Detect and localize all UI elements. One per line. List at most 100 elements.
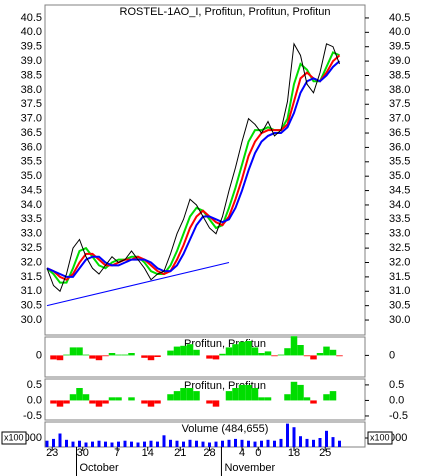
volume-bar bbox=[338, 440, 341, 447]
volume-bar bbox=[221, 440, 224, 447]
osc-bar bbox=[206, 355, 213, 359]
osc-bar bbox=[89, 355, 96, 359]
y-tick-label: 40.0 bbox=[21, 26, 42, 38]
y-tick-label-right: 34.5 bbox=[389, 184, 410, 196]
osc-bar bbox=[225, 391, 233, 401]
y-tick-label-right: 33.5 bbox=[389, 213, 410, 225]
osc-bar bbox=[193, 349, 200, 356]
volume-bar bbox=[195, 440, 198, 447]
panel-title: Volume (484,655) bbox=[182, 423, 269, 435]
y-tick-label-right: 31.5 bbox=[389, 271, 410, 283]
y-tick-label-right: 35.0 bbox=[389, 170, 410, 182]
y-tick-label: -0.5 bbox=[23, 410, 42, 422]
volume-bar bbox=[240, 439, 244, 447]
x-tick-label: 18 bbox=[288, 447, 300, 459]
unit-label-right: x100 bbox=[370, 432, 390, 442]
x-tick-label: 23 bbox=[46, 447, 58, 459]
volume-bar bbox=[104, 441, 107, 447]
volume-bar bbox=[182, 441, 185, 447]
volume-bar bbox=[45, 440, 49, 447]
volume-bar bbox=[214, 441, 218, 447]
volume-bar bbox=[227, 439, 231, 447]
osc-bar bbox=[232, 344, 239, 356]
osc-bar bbox=[108, 353, 116, 356]
osc-bar bbox=[251, 388, 259, 401]
x-tick-label: 30 bbox=[77, 447, 89, 459]
y-tick-label-right: 40.0 bbox=[389, 26, 410, 38]
y-tick-label: 32.5 bbox=[21, 242, 42, 254]
osc-bar bbox=[323, 394, 330, 401]
osc-bar bbox=[108, 397, 116, 401]
volume-bar bbox=[299, 436, 302, 447]
osc-bar bbox=[271, 355, 278, 357]
osc-bar bbox=[167, 350, 174, 356]
osc-bar bbox=[173, 346, 181, 356]
volume-bar bbox=[234, 438, 237, 447]
unit-box bbox=[1, 431, 27, 445]
y-tick-label-right: -0.5 bbox=[389, 410, 408, 422]
y-tick-label: 40.5 bbox=[21, 12, 42, 24]
unit-label: x100 bbox=[4, 432, 24, 442]
volume-bar bbox=[260, 440, 263, 447]
osc-bar bbox=[63, 400, 70, 404]
osc-bar bbox=[69, 347, 77, 356]
x-tick-label: 14 bbox=[142, 447, 154, 459]
volume-bar bbox=[110, 442, 114, 447]
osc-bar bbox=[245, 341, 252, 356]
osc-bar bbox=[180, 388, 187, 401]
series-line bbox=[46, 51, 340, 284]
y-tick-label: 38.0 bbox=[21, 84, 42, 96]
osc-bar bbox=[258, 353, 265, 356]
volume-bar bbox=[253, 441, 257, 447]
osc-bar bbox=[121, 354, 129, 356]
volume-bar bbox=[286, 423, 289, 447]
osc-bar bbox=[95, 400, 103, 407]
osc-bar bbox=[128, 397, 135, 401]
y-tick-label-right: 32.5 bbox=[389, 242, 410, 254]
y-tick-label-right: 40.5 bbox=[389, 12, 410, 24]
osc-bar bbox=[303, 355, 311, 357]
osc-bar bbox=[95, 355, 103, 361]
volume-bar bbox=[97, 440, 101, 447]
y-tick-label-right: 36.5 bbox=[389, 127, 410, 139]
y-tick-label-right: 000 bbox=[389, 432, 407, 444]
volume-bar bbox=[71, 441, 75, 447]
y-tick-label-right: 34.0 bbox=[389, 199, 410, 211]
volume-bar bbox=[84, 442, 88, 447]
osc-bar bbox=[310, 400, 317, 404]
osc-bar bbox=[102, 400, 109, 404]
osc-bar bbox=[329, 391, 337, 401]
volume-bar bbox=[266, 439, 270, 447]
y-tick-label: 35.0 bbox=[21, 170, 42, 182]
volume-bar bbox=[136, 442, 140, 447]
volume-bar bbox=[318, 438, 322, 447]
volume-bar bbox=[169, 439, 172, 447]
volume-bar bbox=[156, 441, 159, 447]
y-tick-label: 36.0 bbox=[21, 141, 42, 153]
y-tick-label: 32.0 bbox=[21, 256, 42, 268]
osc-bar bbox=[173, 391, 181, 401]
osc-bar bbox=[82, 394, 90, 401]
osc-bar bbox=[69, 394, 77, 401]
y-tick-label-right: 37.0 bbox=[389, 113, 410, 125]
osc-bar bbox=[56, 355, 64, 361]
x-tick-label: 0 bbox=[255, 447, 261, 459]
volume-bar bbox=[65, 439, 68, 447]
osc-bar bbox=[76, 347, 83, 356]
volume-bar bbox=[325, 430, 328, 447]
volume-bar bbox=[91, 441, 94, 447]
osc-bar bbox=[141, 355, 148, 358]
y-tick-label: 39.5 bbox=[21, 41, 42, 53]
y-tick-label-right: 0.5 bbox=[389, 379, 404, 391]
volume-bar bbox=[247, 440, 250, 447]
osc-bar bbox=[232, 388, 239, 401]
osc-bar bbox=[277, 354, 285, 356]
osc-bar bbox=[251, 347, 259, 356]
volume-bar bbox=[188, 439, 192, 447]
osc-bar bbox=[284, 394, 291, 401]
y-tick-label: 30.5 bbox=[21, 300, 42, 312]
volume-bar bbox=[78, 440, 81, 447]
y-tick-label-right: 39.0 bbox=[389, 55, 410, 67]
volume-bar bbox=[143, 441, 146, 447]
